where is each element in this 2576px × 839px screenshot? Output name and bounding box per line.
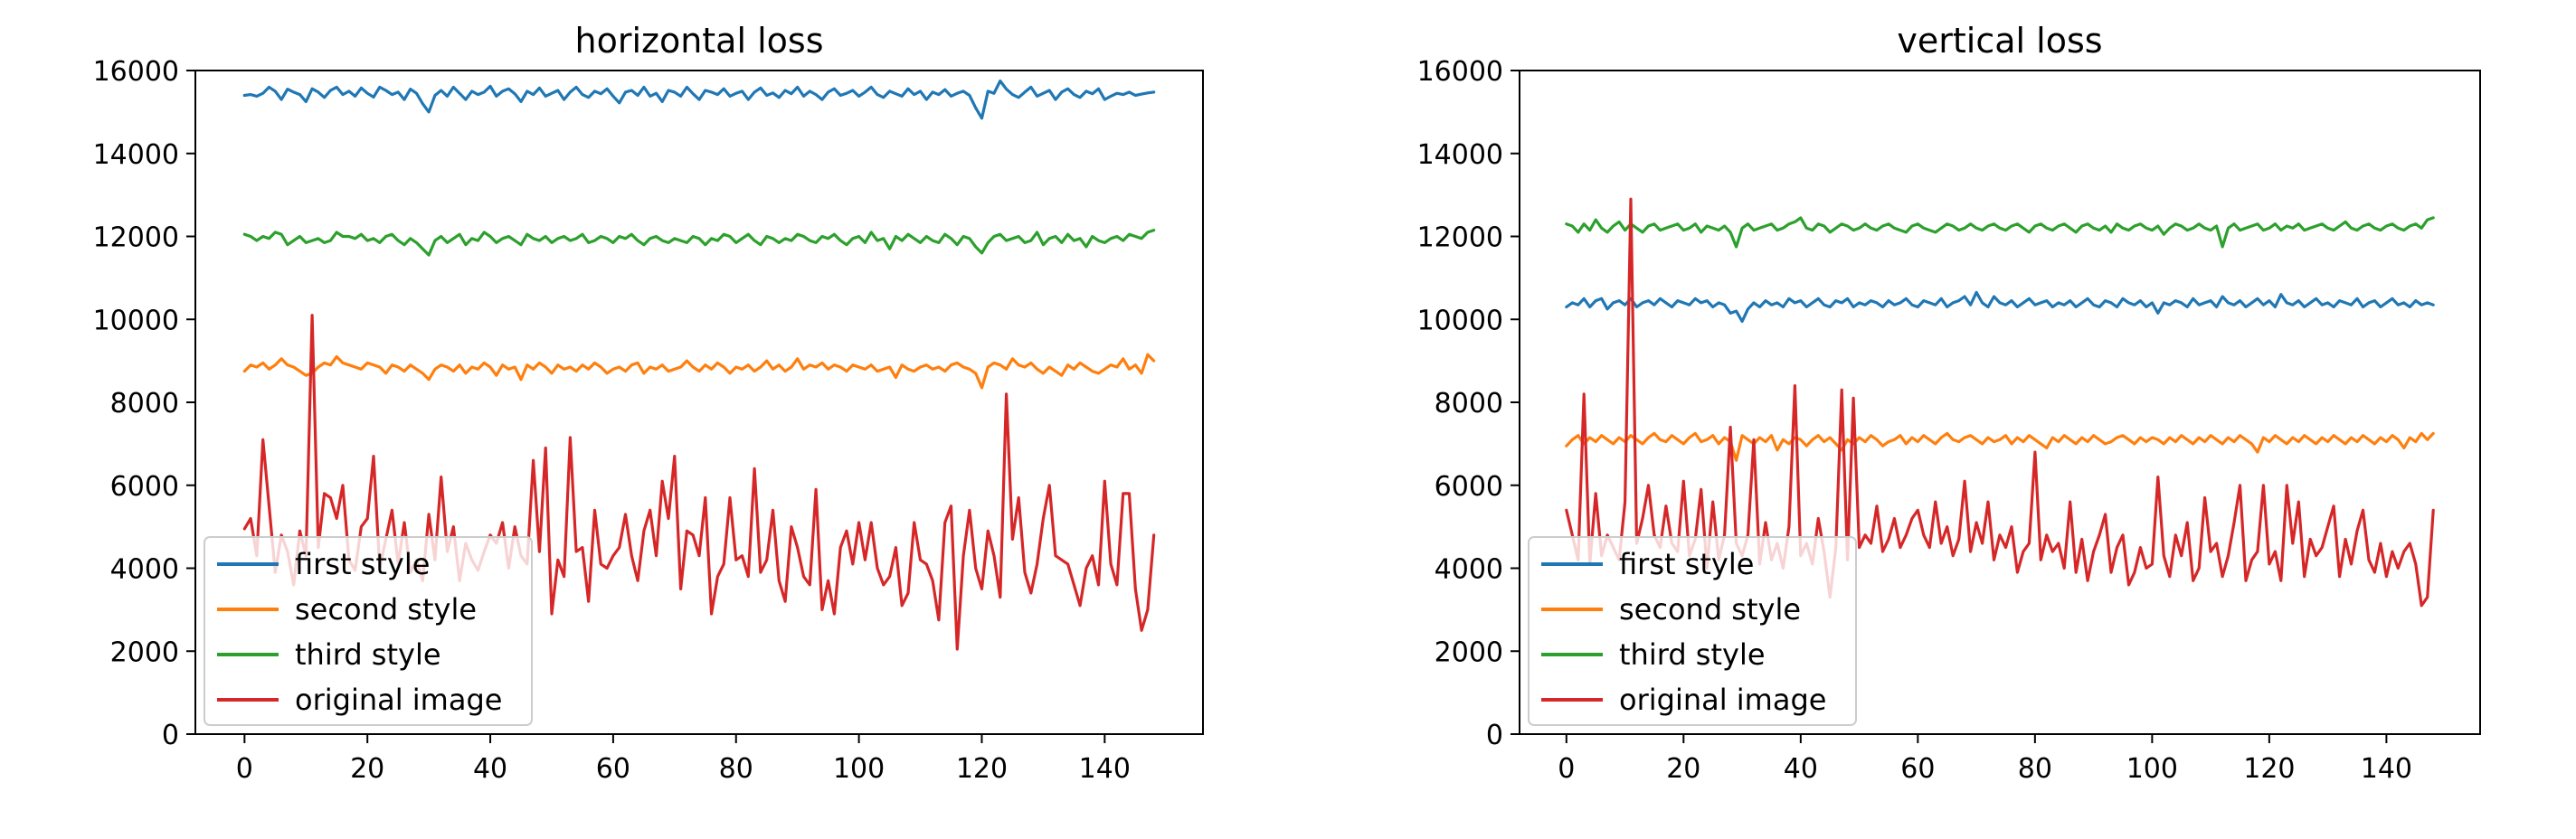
y-tick-label: 2000 [110,636,179,668]
y-tick-label: 8000 [110,388,179,420]
x-tick-label: 60 [1900,753,1935,785]
series-line-first-style [242,79,1156,120]
y-tick-label: 0 [1486,720,1503,751]
legend-label-third-style: third style [295,637,441,672]
x-tick-label: 20 [1666,753,1700,785]
y-tick-label: 2000 [1435,636,1503,668]
legend-label-original-image: original image [295,683,502,717]
y-tick-label: 10000 [1417,305,1503,336]
series-line-original-image [1565,197,2435,608]
y-tick-label: 4000 [110,554,179,586]
legend-box [1528,536,1857,726]
chart-title: vertical loss [1897,21,2102,61]
chart-legend: first style second style third style origin… [204,536,533,726]
x-tick-label: 80 [719,753,753,785]
x-tick-label: 140 [1079,753,1131,785]
y-tick-label: 6000 [110,471,179,503]
y-tick-label: 14000 [93,139,179,171]
x-tick-label: 20 [350,753,384,785]
legend-label-first-style: first style [1619,547,1754,581]
y-tick-label: 10000 [93,305,179,336]
series-line-second-style [1565,431,2435,462]
chart-title: horizontal loss [574,21,823,61]
series-line-third-style [242,229,1156,257]
legend-label-second-style: second style [1619,592,1801,627]
y-tick-label: 8000 [1435,388,1503,420]
legend-label-original-image: original image [1619,683,1826,717]
series-line-third-style [1565,216,2435,249]
x-tick-label: 80 [2018,753,2052,785]
horizontal-loss-panel: horizontal loss 0 20 40 60 80 100 120 140 0 2000 40… [93,21,1204,785]
y-tick-label: 12000 [93,222,179,254]
x-tick-label: 140 [2361,753,2412,785]
y-tick-label: 16000 [93,56,179,88]
x-tick-label: 120 [956,753,1008,785]
x-tick-label: 40 [1784,753,1818,785]
x-tick-label: 120 [2243,753,2295,785]
x-tick-label: 100 [833,753,885,785]
y-tick-label: 4000 [1435,554,1503,586]
legend-label-second-style: second style [295,592,477,627]
y-tick-label: 6000 [1435,471,1503,503]
chart-legend: first style second style third style origin… [1528,536,1857,726]
x-tick-label: 60 [596,753,630,785]
series-line-second-style [242,353,1156,390]
legend-box [204,536,533,726]
y-tick-label: 14000 [1417,139,1503,171]
x-tick-label: 100 [2126,753,2178,785]
x-tick-label: 0 [1558,753,1575,785]
x-tick-label: 0 [236,753,253,785]
legend-label-first-style: first style [295,547,430,581]
x-tick-label: 40 [473,753,507,785]
legend-label-third-style: third style [1619,637,1766,672]
y-tick-label: 12000 [1417,222,1503,254]
y-tick-label: 0 [162,720,179,751]
y-tick-label: 16000 [1417,56,1503,88]
vertical-loss-panel: vertical loss 0 20 40 60 80 100 120 140 0 2000 4000… [1417,21,2481,785]
series-line-first-style [1565,290,2435,324]
